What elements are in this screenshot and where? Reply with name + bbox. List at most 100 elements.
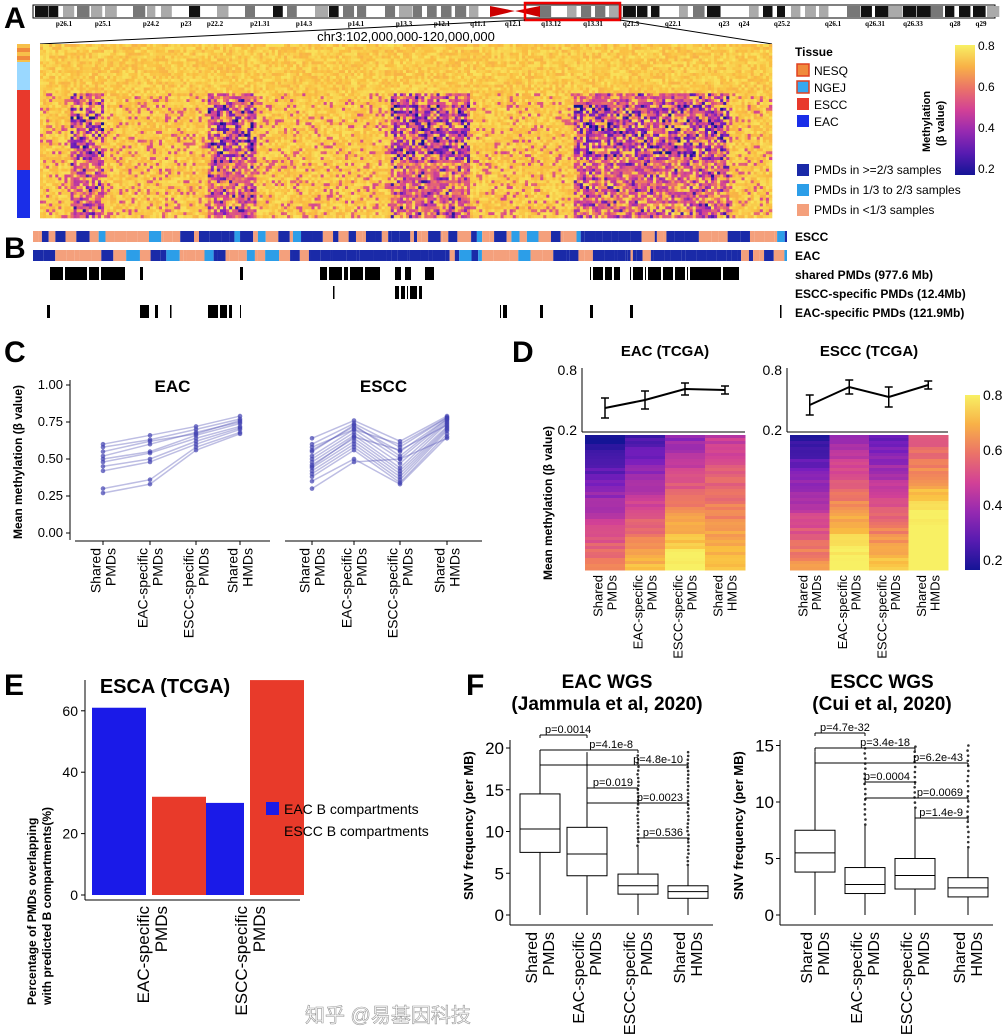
outlier [687, 852, 690, 855]
heatmap-cell [625, 447, 666, 451]
category-label-line: PMDs [888, 575, 903, 611]
category-label-line: PMDs [809, 575, 824, 611]
label: 0.75 [38, 414, 63, 429]
heatmap-cell [625, 483, 666, 487]
category-label-line: ESCC-specific [671, 575, 686, 659]
band-label: p21.31 [250, 20, 270, 28]
heatmap-cell [908, 444, 949, 448]
heatmap-cell [665, 435, 706, 439]
outlier [636, 833, 640, 836]
heatmap-cell [665, 438, 706, 442]
label: 0.2 [763, 422, 783, 438]
outlier [636, 829, 640, 832]
legend-swatch [797, 98, 809, 110]
heatmap-cell [908, 492, 949, 496]
data-point [100, 459, 106, 465]
label: Methylation [921, 91, 933, 152]
category-label-line: PMDs [604, 575, 619, 611]
heatmap-cell [705, 513, 746, 517]
mean-line [809, 384, 929, 406]
heatmap-cell [869, 528, 909, 532]
category-label-line: PMDs [639, 932, 656, 976]
category-label-line: Shared [799, 932, 816, 984]
heatmap-cell [705, 459, 746, 463]
heatmap-cell [705, 435, 746, 439]
outlier [636, 761, 640, 765]
heatmap-cell [908, 531, 949, 535]
label: 0 [70, 887, 78, 903]
outlier [687, 844, 690, 848]
label: 0.4 [983, 497, 1002, 513]
sample-lines [309, 413, 450, 491]
facet-title: EAC WGS [562, 672, 653, 693]
p-value: p=4.1e-8 [589, 739, 633, 751]
heatmap-cell [829, 438, 870, 442]
outlier [966, 759, 970, 763]
heatmap-cell [585, 459, 626, 463]
heatmap-cell [585, 471, 626, 475]
legend-swatch [796, 63, 810, 77]
y-axis-label: Percentage of PMDs overlapping [25, 818, 39, 1005]
heatmap-cell [829, 546, 870, 550]
heatmap-cell [790, 498, 830, 502]
category-label-line: PMDs [684, 575, 699, 611]
y-axis-label: SNV frequency (per MB) [461, 751, 476, 900]
heatmap-cell [790, 492, 830, 496]
heatmap-cell [585, 522, 626, 526]
heatmap-cell [665, 549, 706, 553]
label: 0.50 [38, 451, 63, 466]
heatmap-cell [585, 534, 626, 538]
legend-swatch [796, 80, 810, 94]
sample-line [311, 433, 448, 484]
heatmap-cell [705, 465, 746, 469]
legend-swatch [797, 115, 809, 127]
sample-line [102, 415, 241, 445]
outlier [637, 784, 640, 787]
legend-label: ESCC B compartments [284, 823, 429, 839]
legend-label: EAC B compartments [284, 801, 419, 817]
heatmap-cell [829, 453, 870, 457]
category-label-line: PMDs [311, 548, 327, 586]
heatmap-cell [869, 540, 909, 544]
outlier [686, 826, 689, 829]
heatmap-cell [625, 492, 666, 496]
band-label: q26.33 [903, 20, 923, 28]
heatmap-cell [625, 438, 666, 442]
label: Tissue [795, 45, 833, 59]
heatmap-cell [869, 513, 909, 517]
facet-title: ESCC WGS [830, 672, 933, 693]
heatmap-cell [705, 495, 746, 499]
heatmap-cell [625, 501, 666, 505]
outlier [637, 765, 640, 769]
label: 0.8 [558, 362, 578, 378]
heatmap-cell [585, 546, 626, 550]
p-value: p=0.0004 [864, 771, 910, 783]
heatmap-cell [665, 534, 706, 538]
outlier [966, 810, 969, 813]
category-label-line: ESCC-specific [622, 932, 639, 1034]
label: NESQ [814, 64, 848, 78]
heatmap-cell [869, 522, 909, 526]
heatmap-cell [908, 441, 949, 445]
heatmap-cell [705, 510, 746, 514]
heatmap-cell [908, 561, 949, 565]
heatmap-cell [585, 483, 626, 487]
panel-label: B [4, 232, 26, 265]
heatmap-cell [665, 513, 706, 517]
data-point [100, 468, 106, 474]
heatmap-cell [665, 498, 706, 502]
outlier [636, 773, 639, 776]
category-label-line: PMDs [353, 548, 369, 586]
heatmap-cell [705, 447, 746, 451]
heatmap-cell [829, 468, 870, 472]
heatmap-cell [665, 504, 706, 508]
outlier [687, 833, 690, 837]
heatmap-cell [665, 468, 706, 472]
heatmap-cell [665, 501, 706, 505]
heatmap-cell [705, 537, 746, 541]
